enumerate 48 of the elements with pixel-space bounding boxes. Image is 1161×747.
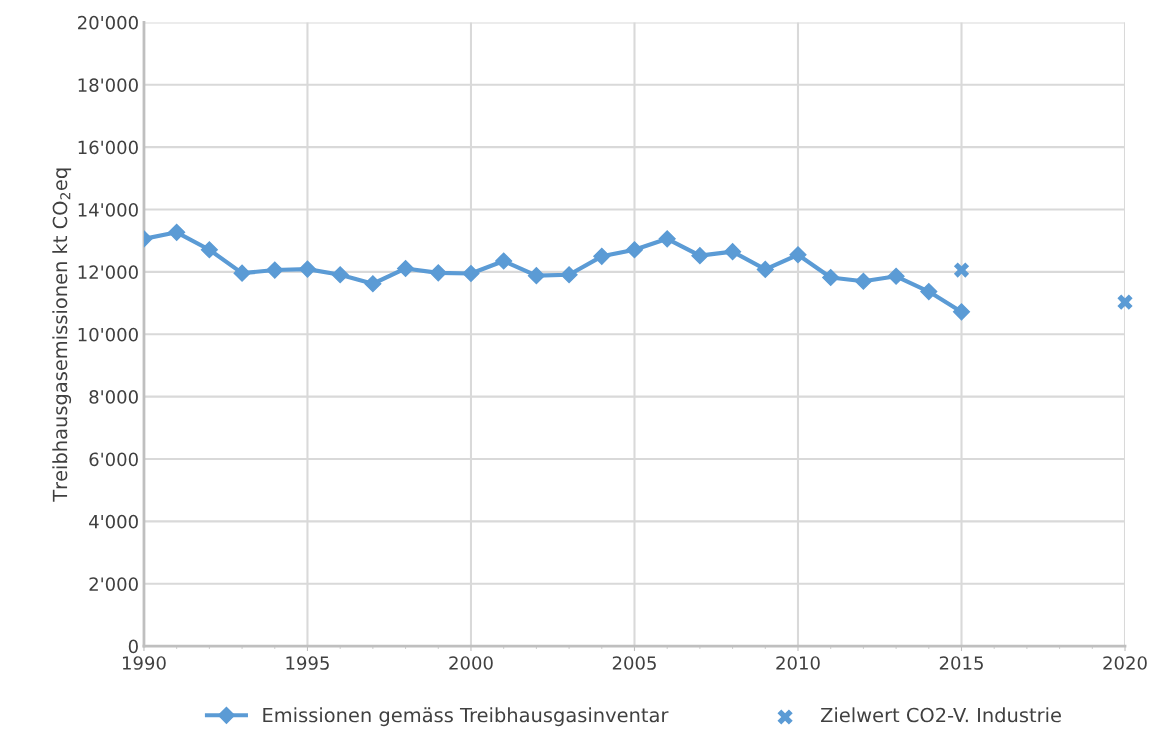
y-tick-label: 18'000: [78, 78, 138, 92]
y-tick-label: 20'000: [78, 15, 138, 30]
point: [789, 246, 807, 264]
point: [691, 247, 709, 265]
y-tick-label: 12'000: [78, 265, 138, 280]
point: [560, 266, 578, 284]
point: [724, 243, 742, 261]
y-tick-label: 8'000: [89, 390, 138, 404]
point: [593, 247, 611, 265]
point: [854, 272, 872, 290]
point: [822, 268, 840, 287]
legend-label: Zielwert CO2-V. Industrie: [820, 707, 1061, 723]
y-tick-label: 6'000: [89, 452, 138, 467]
y-tick-label: 16'000: [78, 140, 138, 155]
point: [887, 267, 905, 285]
point: [952, 303, 971, 321]
y-tick-label: 4'000: [89, 514, 138, 529]
y-tick-label: 14'000: [78, 202, 138, 217]
point: [953, 262, 970, 278]
point: [920, 283, 938, 301]
x-tick-label: 2010: [776, 656, 820, 670]
point: [527, 267, 545, 285]
point: [200, 241, 218, 259]
x-tick-label: 2015: [939, 656, 983, 670]
point: [233, 264, 251, 282]
point: [625, 241, 644, 259]
point: [397, 259, 415, 278]
point: [266, 261, 284, 279]
point: [364, 275, 382, 293]
point: [756, 260, 774, 278]
point: [168, 223, 186, 241]
point: [658, 230, 676, 248]
point: [331, 266, 349, 284]
legend-label: Emissionen gemäss Treibhausgasinventar: [263, 707, 669, 727]
y-tick-label: 2'000: [89, 577, 138, 591]
y-axis-title: Treibhausgasemissionen kt CO$_{2}$eq: [52, 168, 72, 502]
x-tick-label: 2020: [1103, 656, 1147, 670]
x-tick-label: 1990: [122, 656, 166, 670]
point: [462, 264, 480, 283]
y-tick-label: 10'000: [78, 327, 138, 342]
point: [1117, 294, 1133, 310]
x-tick-label: 2005: [612, 656, 656, 670]
point: [495, 252, 513, 270]
x-tick-label: 1995: [286, 656, 329, 670]
point: [429, 264, 447, 282]
x-tick-label: 2000: [449, 656, 493, 670]
y-tick-label: 0: [128, 639, 138, 654]
point: [298, 260, 317, 278]
